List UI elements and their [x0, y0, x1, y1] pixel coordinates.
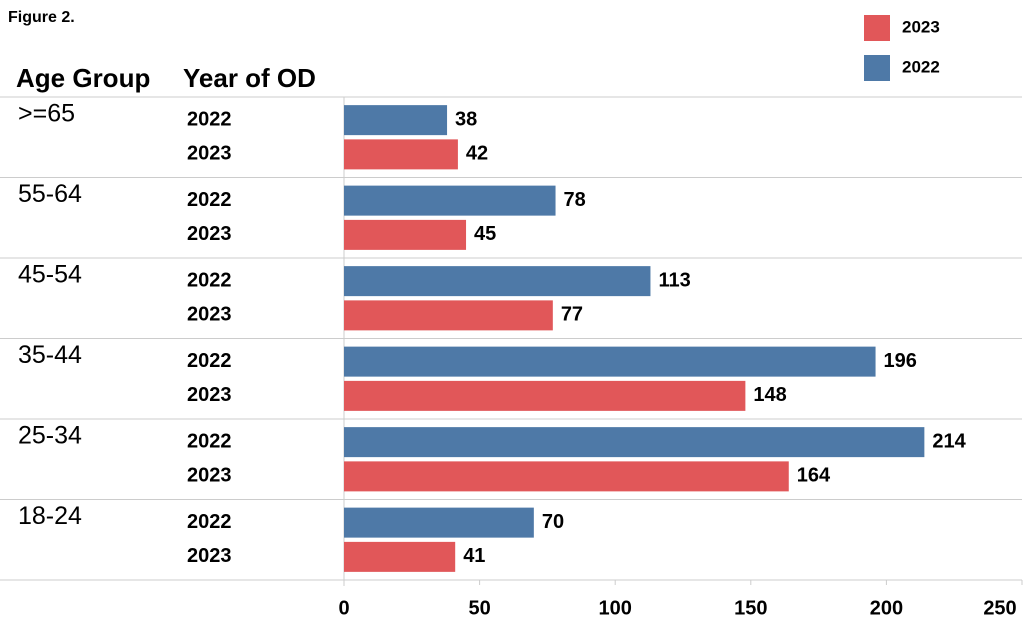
bar: [344, 507, 534, 538]
category-label: 25-34: [18, 422, 82, 450]
bar: [344, 461, 789, 492]
bar: [344, 541, 456, 572]
x-tick-label: 0: [338, 597, 349, 619]
bar: [344, 266, 651, 297]
bar: [344, 139, 458, 170]
bar: [344, 300, 553, 331]
data-label: 77: [561, 304, 583, 326]
category-label: 55-64: [18, 180, 82, 208]
series-label: 2022: [187, 108, 232, 130]
x-tick-label: 150: [734, 597, 767, 619]
data-label: 78: [564, 189, 586, 211]
series-label: 2023: [187, 465, 232, 487]
category-label: 18-24: [18, 502, 82, 530]
data-label: 70: [542, 511, 564, 533]
category-label: >=65: [18, 100, 75, 128]
data-label: 164: [797, 465, 831, 487]
figure-label: Figure 2.: [8, 9, 75, 26]
bar: [344, 427, 925, 458]
series-label: 2023: [187, 223, 232, 245]
x-tick-label: 250: [983, 597, 1016, 619]
legend-swatch: [864, 15, 890, 41]
bar: [344, 380, 746, 411]
data-label: 148: [753, 384, 786, 406]
series-label: 2022: [187, 189, 232, 211]
bar: [344, 105, 448, 136]
row-header: Age Group: [16, 63, 150, 93]
series-label: 2023: [187, 384, 232, 406]
x-tick-label: 50: [468, 597, 490, 619]
category-label: 45-54: [18, 261, 82, 289]
x-tick-label: 200: [870, 597, 903, 619]
data-label: 42: [466, 143, 488, 165]
data-label: 38: [455, 108, 477, 130]
bar: [344, 346, 876, 377]
x-tick-label: 100: [599, 597, 632, 619]
series-label: 2023: [187, 304, 232, 326]
bar: [344, 219, 467, 250]
data-label: 113: [658, 269, 690, 291]
series-label: 2023: [187, 143, 232, 165]
series-label: 2022: [187, 269, 232, 291]
category-label: 35-44: [18, 341, 82, 369]
legend-label: 2023: [902, 17, 940, 36]
series-label: 2022: [187, 430, 232, 452]
data-label: 41: [463, 545, 485, 567]
data-label: 196: [884, 350, 917, 372]
series-label: 2022: [187, 511, 232, 533]
row-header: Year of OD: [183, 63, 316, 93]
legend-label: 2022: [902, 57, 940, 76]
series-label: 2022: [187, 350, 232, 372]
bar: [344, 185, 556, 216]
data-label: 214: [932, 430, 966, 452]
series-label: 2023: [187, 545, 232, 567]
legend-swatch: [864, 55, 890, 81]
data-label: 45: [474, 223, 496, 245]
